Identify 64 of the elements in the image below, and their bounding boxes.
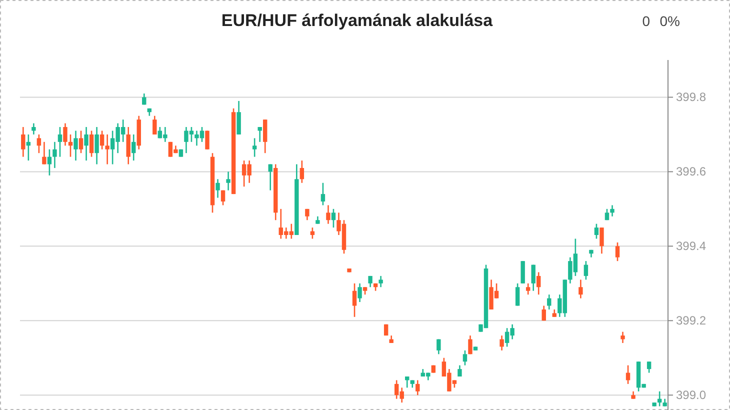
- candlestick: [263, 118, 268, 154]
- candlestick: [526, 282, 530, 296]
- y-tick-label: 399.4: [676, 239, 706, 254]
- candlestick: [326, 204, 330, 224]
- candlestick: [626, 364, 630, 385]
- candlestick: [578, 279, 583, 299]
- candlestick: [36, 134, 42, 154]
- candlestick: [531, 264, 536, 292]
- candlestick: [216, 178, 220, 198]
- candlestick: [416, 380, 420, 396]
- candlestick: [352, 282, 357, 318]
- candlestick: [300, 160, 304, 184]
- candlestick: [132, 134, 136, 162]
- candlestick: [220, 190, 226, 206]
- text: 0: [642, 13, 650, 29]
- candlestick: [515, 282, 520, 306]
- candlestick: [594, 223, 599, 240]
- candlestick: [536, 272, 541, 296]
- chart-title: EUR/HUF árfolyamának alakulása: [221, 11, 494, 30]
- candlestick: [462, 350, 468, 366]
- candlestick: [600, 226, 604, 254]
- candlestick: [89, 130, 94, 158]
- candlestick: [542, 305, 546, 322]
- candlestick: [252, 138, 257, 158]
- text: 0%: [660, 13, 680, 29]
- candlestick: [21, 126, 26, 158]
- candlestick: [47, 148, 52, 176]
- candlestick: [468, 334, 472, 355]
- candlestick: [94, 126, 99, 165]
- candlestick: [500, 334, 504, 352]
- candlestick: [205, 130, 210, 150]
- candlestick: [646, 360, 652, 374]
- candlestick: [42, 141, 46, 165]
- candlestick: [52, 141, 57, 169]
- candlestick: [615, 242, 620, 262]
- candlestick: [32, 122, 36, 136]
- candlestick: [378, 275, 383, 288]
- candlestick: [63, 122, 68, 146]
- y-tick-label: 399.2: [676, 313, 706, 328]
- candlestick: [258, 126, 262, 143]
- candlestick: [547, 294, 552, 310]
- candlestick: [268, 164, 272, 191]
- candlestick: [105, 134, 110, 165]
- y-tick-label: 399.0: [676, 388, 706, 402]
- y-tick-label: 399.8: [676, 90, 706, 104]
- candlestick: [152, 115, 157, 136]
- candlestick: [74, 130, 78, 162]
- candlestick: [320, 182, 326, 206]
- candlestick: [331, 208, 336, 228]
- candlestick: [84, 126, 88, 162]
- candlestick: [458, 364, 462, 378]
- candlestick: [584, 260, 588, 280]
- candlestick: [78, 130, 84, 154]
- candlestick: [610, 204, 614, 218]
- candlestick: [436, 338, 441, 355]
- candlestick: [226, 171, 230, 191]
- candlestick: [520, 260, 525, 284]
- candlestick: [100, 130, 104, 150]
- candlestick: [358, 282, 362, 303]
- candlestick: [58, 126, 62, 158]
- candlestick: [620, 331, 625, 344]
- y-tick-label: 399.6: [676, 164, 706, 179]
- candlestick: [236, 100, 241, 136]
- candlestick: [126, 126, 130, 165]
